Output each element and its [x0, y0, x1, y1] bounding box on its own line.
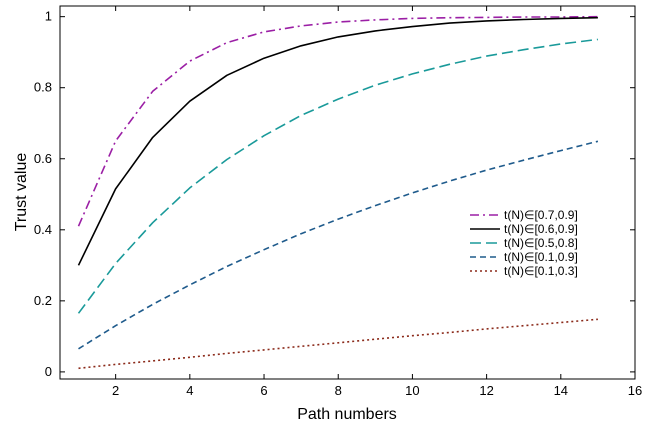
- series-line-1: [77, 15, 598, 227]
- x-tick-label: 6: [260, 383, 267, 398]
- y-tick-label: 1: [45, 9, 52, 24]
- y-tick-label: 0.2: [34, 293, 52, 308]
- plot-area: [59, 5, 636, 380]
- x-tick-label: 12: [479, 383, 493, 398]
- series-line-4: [78, 140, 599, 350]
- x-tick-label: 8: [335, 383, 342, 398]
- x-tick-label: 14: [554, 383, 568, 398]
- y-tick-label: 0: [45, 364, 52, 379]
- y-tick-label: 0.6: [34, 151, 52, 166]
- x-tick-label: 4: [186, 383, 193, 398]
- series-line-2: [77, 16, 598, 266]
- y-tick-label: 0.4: [34, 222, 52, 237]
- x-tick-label: 10: [405, 383, 419, 398]
- legend-label: t(N)∈[0.7,0.9]: [504, 208, 578, 222]
- legend-label: t(N)∈[0.5,0.8]: [504, 236, 578, 250]
- series-line-3: [77, 38, 598, 314]
- x-tick-label: 2: [112, 383, 119, 398]
- y-axis-title: Trust value: [13, 153, 30, 232]
- y-axis-ticks: 0 0.2 0.4 0.6 0.8 1: [34, 9, 635, 379]
- legend-label: t(N)∈[0.1,0.3]: [504, 264, 578, 278]
- x-axis-title: Path numbers: [297, 406, 397, 423]
- legend: t(N)∈[0.7,0.9]t(N)∈[0.6,0.9]t(N)∈[0.5,0.…: [470, 208, 578, 278]
- y-tick-label: 0.8: [34, 80, 52, 95]
- x-tick-label: 16: [628, 383, 642, 398]
- series-line-5: [78, 318, 598, 370]
- legend-label: t(N)∈[0.6,0.9]: [504, 222, 578, 236]
- legend-label: t(N)∈[0.1,0.9]: [504, 250, 578, 264]
- series-layer: [77, 15, 599, 370]
- x-axis-ticks: 2 4 6 8 10 12 14 16: [112, 6, 642, 398]
